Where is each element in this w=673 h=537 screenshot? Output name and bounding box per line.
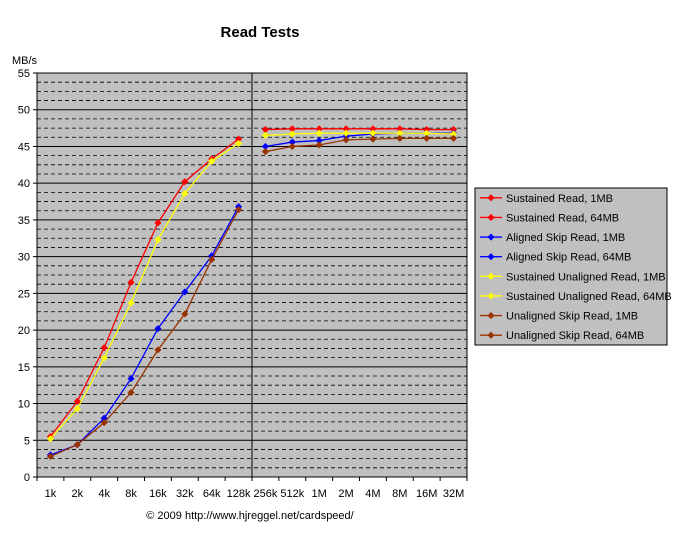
y-tick-label: 10 xyxy=(18,399,30,411)
x-tick-label: 64k xyxy=(203,488,221,500)
x-tick-label: 512k xyxy=(280,488,304,500)
x-tick-label: 8k xyxy=(125,488,137,500)
legend-swatch-marker xyxy=(487,194,495,202)
data-point-marker xyxy=(181,288,189,296)
data-point-marker xyxy=(208,157,216,165)
legend-swatch-marker xyxy=(487,272,495,280)
series-line xyxy=(49,138,239,437)
x-tick-label: 16M xyxy=(416,488,437,500)
data-point-marker xyxy=(208,255,216,264)
data-point-marker xyxy=(46,452,55,461)
series-line xyxy=(265,137,454,153)
y-tick-label: 20 xyxy=(18,325,30,337)
footer-credit: © 2009 http://www.hjreggel.net/cardspeed… xyxy=(146,510,354,522)
legend-entry-label: Unaligned Skip Read, 64MB xyxy=(506,330,644,342)
data-point-marker xyxy=(423,134,431,143)
legend-entry-label: Sustained Read, 1MB xyxy=(506,193,613,205)
data-point-marker xyxy=(369,135,377,143)
y-axis-unit-label: MB/s xyxy=(12,55,38,67)
y-tick-label: 25 xyxy=(18,288,30,300)
y-tick-label: 55 xyxy=(18,68,30,80)
data-point-marker xyxy=(342,136,350,144)
x-tick-label: 128k xyxy=(227,488,251,500)
data-point-marker xyxy=(154,219,162,227)
x-tick-label: 8M xyxy=(392,488,407,500)
legend-entry-label: Aligned Skip Read, 1MB xyxy=(506,232,625,244)
legend-entry-label: Sustained Unaligned Read, 1MB xyxy=(506,271,666,283)
legend-swatch-marker xyxy=(487,233,495,241)
data-point-marker xyxy=(46,435,55,443)
data-point-marker xyxy=(127,299,135,307)
data-point-marker xyxy=(234,205,243,214)
series-line xyxy=(49,142,239,440)
data-point-marker xyxy=(261,147,270,156)
data-point-marker xyxy=(288,142,296,151)
y-tick-label: 35 xyxy=(18,215,30,227)
data-point-marker xyxy=(154,324,162,333)
y-tick-label: 30 xyxy=(18,252,30,264)
series-line xyxy=(265,132,454,137)
x-tick-label: 2M xyxy=(338,488,353,500)
y-tick-label: 5 xyxy=(24,435,30,447)
plot-area: 0 5 10 15 20 25 30 35 40 45 50 55 1k 2k 4k 8k 16k 32k 64k 1… xyxy=(18,68,468,500)
legend: Sustained Read, 1MB Sustained Read, 64MB A… xyxy=(474,187,672,346)
data-point-marker xyxy=(315,141,323,149)
x-tick-label: 256k xyxy=(254,488,278,500)
data-point-marker xyxy=(73,405,81,413)
data-point-marker xyxy=(127,388,135,397)
x-tick-label: 1k xyxy=(45,488,57,500)
data-point-marker xyxy=(449,134,458,143)
data-point-marker xyxy=(154,346,162,354)
legend-swatch-marker xyxy=(487,253,495,261)
x-tick-label: 32M xyxy=(443,488,464,500)
chart-title: Read Tests xyxy=(221,24,300,41)
series-line xyxy=(50,209,240,458)
data-point-marker xyxy=(73,441,81,449)
y-tick-label: 0 xyxy=(24,472,30,484)
data-point-marker xyxy=(234,139,243,148)
series-line xyxy=(265,128,454,131)
data-point-marker xyxy=(288,130,296,138)
legend-entry-label: Sustained Read, 64MB xyxy=(506,212,619,224)
y-tick-label: 50 xyxy=(18,105,30,117)
data-point-marker xyxy=(261,131,270,140)
legend-entry-label: Unaligned Skip Read, 1MB xyxy=(506,311,638,323)
data-point-marker xyxy=(396,134,404,143)
data-point-marker xyxy=(154,236,162,244)
y-tick-label: 40 xyxy=(18,178,30,190)
x-tick-label: 2k xyxy=(72,488,84,500)
data-point-marker xyxy=(100,344,108,352)
x-tick-label: 32k xyxy=(176,488,194,500)
data-point-marker xyxy=(181,189,189,198)
legend-swatch-marker xyxy=(487,213,495,222)
data-point-marker xyxy=(181,178,189,186)
data-point-marker xyxy=(181,310,189,318)
legend-swatch-marker xyxy=(487,331,495,339)
legend-entry-label: Aligned Skip Read, 64MB xyxy=(506,252,631,264)
y-tick-label: 45 xyxy=(18,141,30,153)
data-point-marker xyxy=(315,129,323,137)
data-point-marker xyxy=(100,354,108,362)
data-point-marker xyxy=(127,374,135,383)
legend-swatch-marker xyxy=(487,311,495,320)
y-tick-label: 15 xyxy=(18,362,30,374)
legend-entry-label: Sustained Unaligned Read, 64MB xyxy=(506,291,672,303)
data-point-marker xyxy=(100,418,108,427)
x-tick-label: 16k xyxy=(149,488,167,500)
data-point-marker xyxy=(73,397,81,405)
x-tick-label: 1M xyxy=(312,488,327,500)
legend-box xyxy=(474,187,668,346)
data-point-marker xyxy=(127,278,135,286)
legend-swatch-marker xyxy=(487,292,495,300)
x-tick-label: 4M xyxy=(365,488,380,500)
x-tick-label: 4k xyxy=(98,488,110,500)
